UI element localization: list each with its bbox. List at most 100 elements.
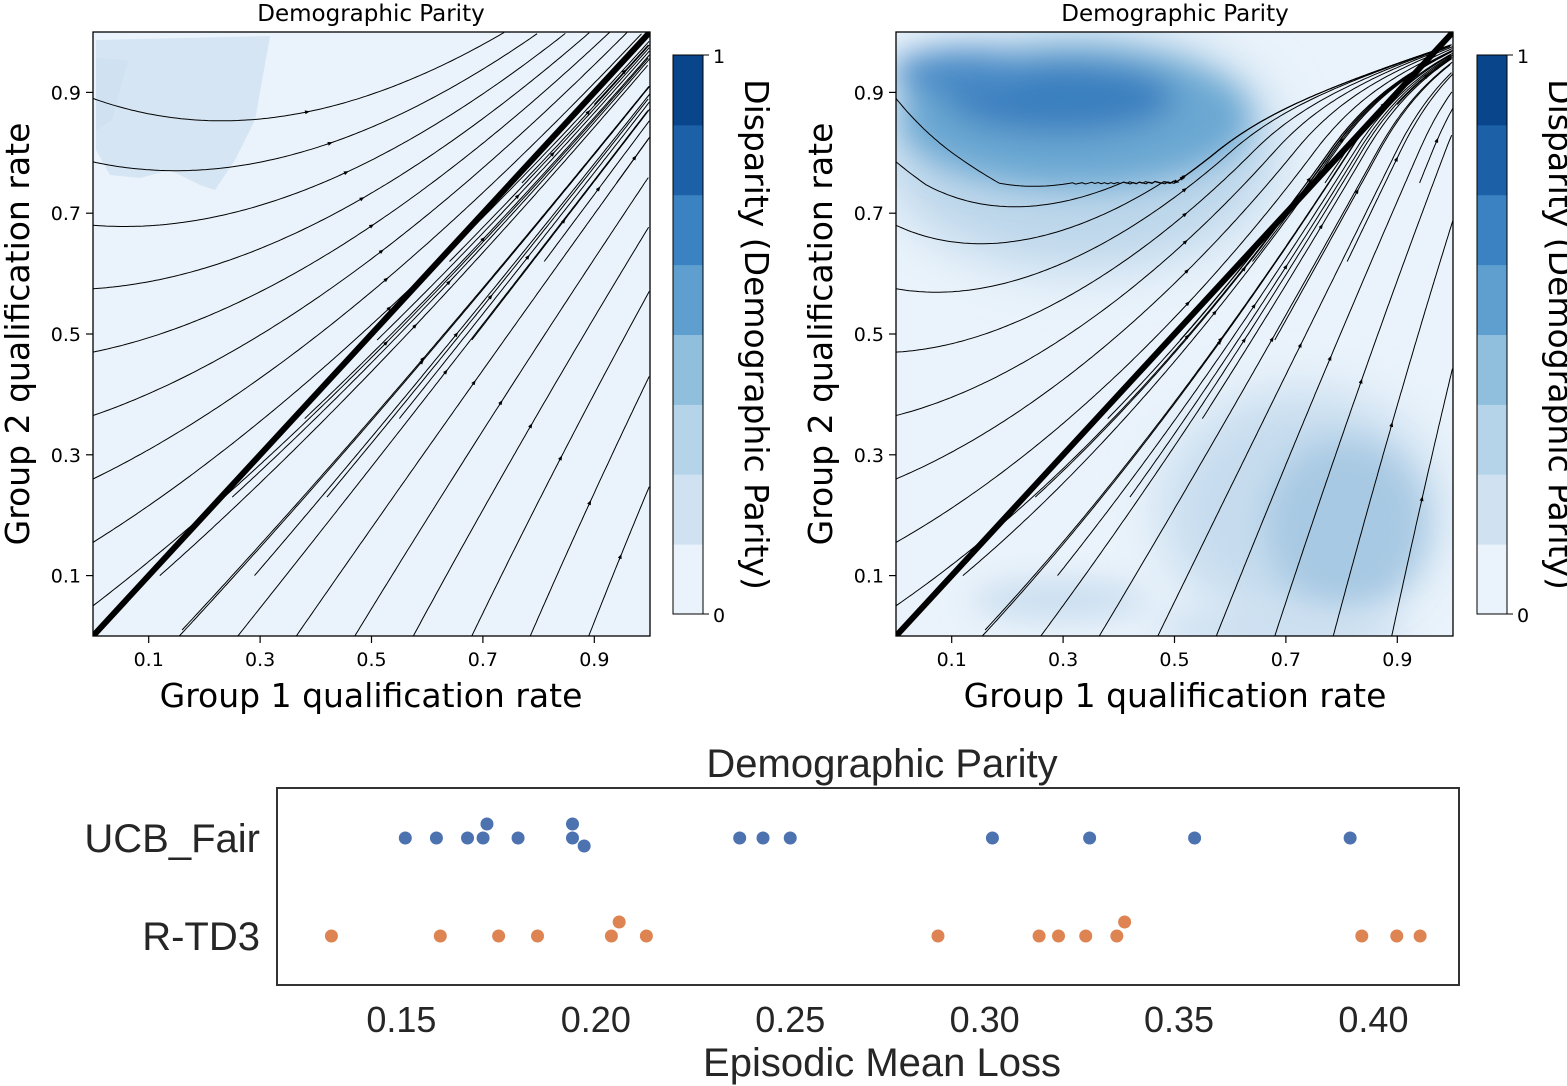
left-plot-area [93,32,650,636]
y-tick-label: 0.1 [51,566,81,588]
r-td3-point [1390,929,1404,943]
streamline-arrow [1269,336,1274,343]
streamline-arrow [442,369,448,375]
streamline-arrow [383,277,389,283]
r-td3-point [531,929,545,943]
ucb-fair-point [398,831,412,845]
streamline [1215,91,1453,636]
streamline [1201,58,1452,419]
streamline-arrow [528,423,533,429]
streamline [159,64,649,576]
x-tick-label: 0.9 [1382,649,1412,671]
streamline [588,486,650,636]
streamline-arrow [1217,336,1223,343]
colorbar-segment [673,264,703,335]
right-lower-blob-core [1265,440,1425,610]
right-contour-region [896,50,1030,94]
y-tick-label: 0.5 [51,324,81,346]
left-xlabel: Group 1 qualification rate [160,676,583,715]
streamline [896,46,1453,480]
right-ticks: 0.1 0.3 0.5 0.7 0.9 0.1 0.3 0.5 0.7 0.9 [854,82,1413,671]
streamline-arrow [1419,496,1424,503]
streamline-arrow [587,500,592,506]
streamline [1057,54,1453,576]
strip-x-tick-label: 0.25 [755,999,825,1040]
r-td3-point [1079,929,1093,943]
ucb-fair-point [1083,831,1097,845]
streamline [93,33,566,227]
streamline-arrow [1212,310,1217,316]
strip-plot-title: Demographic Parity [706,742,1057,786]
colorbar-segment [1477,124,1507,196]
streamline-arrow [471,380,476,386]
streamline-arrow [412,323,418,329]
strip-x-tick-label: 0.20 [561,999,631,1040]
streamline [896,46,1451,416]
y-tick-label: 0.9 [51,82,81,104]
x-tick-label: 0.7 [1271,649,1301,671]
y-tick-label: 0.1 [854,566,884,588]
right-ylabel: Group 2 qualification rate [801,123,840,546]
streamline-arrow [1182,239,1188,245]
right-diagonal-line [896,32,1453,636]
r-td3-point [1413,929,1427,943]
left-colorbar: 1 0 Disparity (Demographic Parity) [672,46,776,627]
streamline [1274,64,1451,341]
streamline-arrow [595,186,601,192]
colorbar-frame [672,54,704,615]
r-td3-point [1052,929,1066,943]
streamline [1419,107,1453,184]
right-bottom-blob [970,580,1410,636]
strip-x-tick-label: 0.40 [1338,999,1408,1040]
ucb-fair-point [480,817,494,831]
colorbar-segment [1477,194,1507,266]
streamline [1179,50,1452,341]
ucb-fair-point [461,831,475,845]
streamline-arrow [632,155,637,161]
x-tick-label: 0.1 [937,649,967,671]
ucb-fair-point [1188,831,1202,845]
streamline-arrow [359,197,365,202]
r-td3-point [1118,915,1132,929]
right-upper-blob-core [896,48,1250,188]
streamline [412,226,650,636]
r-td3-point [612,915,626,929]
streamline [1396,57,1453,105]
streamline [93,40,650,543]
streamline [181,85,650,631]
ucb-fair-point [429,831,443,845]
streamline-arrow [621,69,627,75]
colorbar-label: Disparity (Demographic Parity) [1541,79,1567,590]
y-tick-label: 0.3 [854,445,884,467]
r-td3-point [639,929,653,943]
right-contour-region [1265,440,1425,610]
streamline [1346,73,1453,262]
streamline-arrow [304,110,310,115]
y-tick-label: 0.7 [854,203,884,225]
streamline-arrow [525,254,530,260]
colorbar-frame [1476,54,1508,615]
streamline [295,138,649,636]
streamline-arrow [368,224,375,229]
streamline [1098,61,1453,636]
streamline-arrow [1306,176,1312,183]
streamline-arrow [1283,264,1288,270]
x-tick-label: 0.3 [245,649,275,671]
strip-points [324,817,1427,943]
streamline [93,32,628,416]
streamline-arrow [420,356,425,362]
streamline [399,101,650,419]
left-diagonal-line [93,32,650,636]
colorbar-segment [673,474,703,545]
streamline-arrow [1318,223,1323,230]
streamline-arrow [1216,339,1222,345]
strip-x-tick-label: 0.30 [950,999,1020,1040]
left-ticks: 0.1 0.3 0.5 0.7 0.9 0.1 0.3 0.5 0.7 0.9 [51,82,610,671]
streamline [896,44,1452,187]
streamline-arrow [1173,179,1180,184]
streamline [178,85,650,636]
colorbar-segment [1477,404,1507,475]
colorbar-segment [1477,334,1507,405]
streamline-arrow [1184,334,1190,340]
